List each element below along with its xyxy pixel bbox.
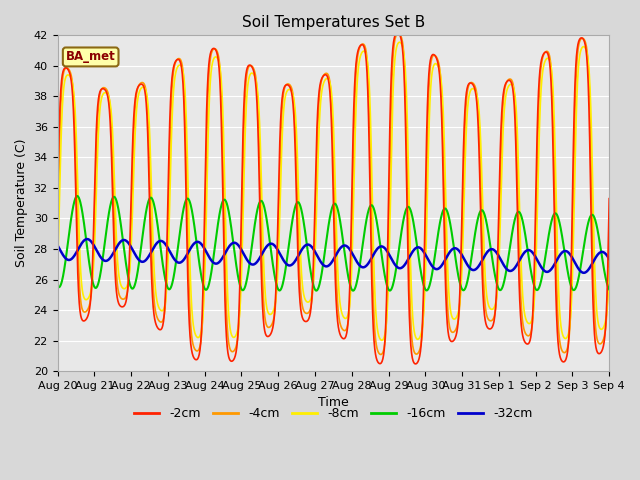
-2cm	[54, 200, 61, 206]
-2cm	[119, 304, 127, 310]
Line: -4cm: -4cm	[58, 33, 609, 354]
-16cm	[54, 283, 61, 289]
-32cm	[54, 242, 61, 248]
-4cm	[97, 90, 104, 96]
Legend: -2cm, -4cm, -8cm, -16cm, -32cm: -2cm, -4cm, -8cm, -16cm, -32cm	[129, 402, 538, 425]
-4cm	[54, 237, 61, 242]
-4cm	[309, 285, 317, 290]
-4cm	[299, 306, 307, 312]
-2cm	[605, 196, 613, 202]
-8cm	[605, 265, 613, 271]
-32cm	[300, 245, 307, 251]
-16cm	[369, 203, 376, 208]
-8cm	[378, 337, 385, 343]
-32cm	[310, 246, 317, 252]
-4cm	[119, 296, 127, 302]
-16cm	[119, 239, 127, 244]
-2cm	[97, 88, 104, 94]
Text: BA_met: BA_met	[66, 50, 116, 63]
-2cm	[288, 90, 296, 96]
Line: -32cm: -32cm	[58, 239, 609, 273]
Line: -16cm: -16cm	[58, 196, 609, 291]
-16cm	[605, 287, 613, 292]
-2cm	[412, 361, 419, 367]
-16cm	[300, 217, 307, 223]
-4cm	[605, 235, 613, 240]
-8cm	[119, 285, 127, 291]
-4cm	[367, 215, 375, 221]
-32cm	[119, 237, 127, 243]
-32cm	[83, 236, 91, 242]
-4cm	[377, 351, 385, 357]
-32cm	[605, 256, 613, 262]
Title: Soil Temperatures Set B: Soil Temperatures Set B	[242, 15, 425, 30]
-8cm	[54, 266, 61, 272]
-32cm	[288, 262, 296, 267]
-4cm	[288, 85, 296, 91]
X-axis label: Time: Time	[318, 396, 349, 409]
-2cm	[299, 316, 307, 322]
-4cm	[394, 30, 402, 36]
-2cm	[367, 265, 375, 271]
Line: -8cm: -8cm	[58, 42, 609, 340]
-16cm	[288, 220, 296, 226]
Y-axis label: Soil Temperature (C): Soil Temperature (C)	[15, 139, 28, 267]
-8cm	[396, 39, 403, 45]
-32cm	[97, 254, 104, 260]
-16cm	[97, 270, 104, 276]
-2cm	[394, 30, 401, 36]
-32cm	[368, 255, 376, 261]
-16cm	[349, 288, 357, 294]
Line: -2cm: -2cm	[58, 33, 609, 364]
-8cm	[97, 104, 104, 109]
-16cm	[74, 193, 81, 199]
-8cm	[299, 287, 307, 293]
-8cm	[288, 88, 296, 94]
-16cm	[310, 282, 317, 288]
-2cm	[309, 273, 317, 279]
-8cm	[367, 154, 375, 160]
-32cm	[580, 270, 588, 276]
-8cm	[309, 286, 317, 291]
